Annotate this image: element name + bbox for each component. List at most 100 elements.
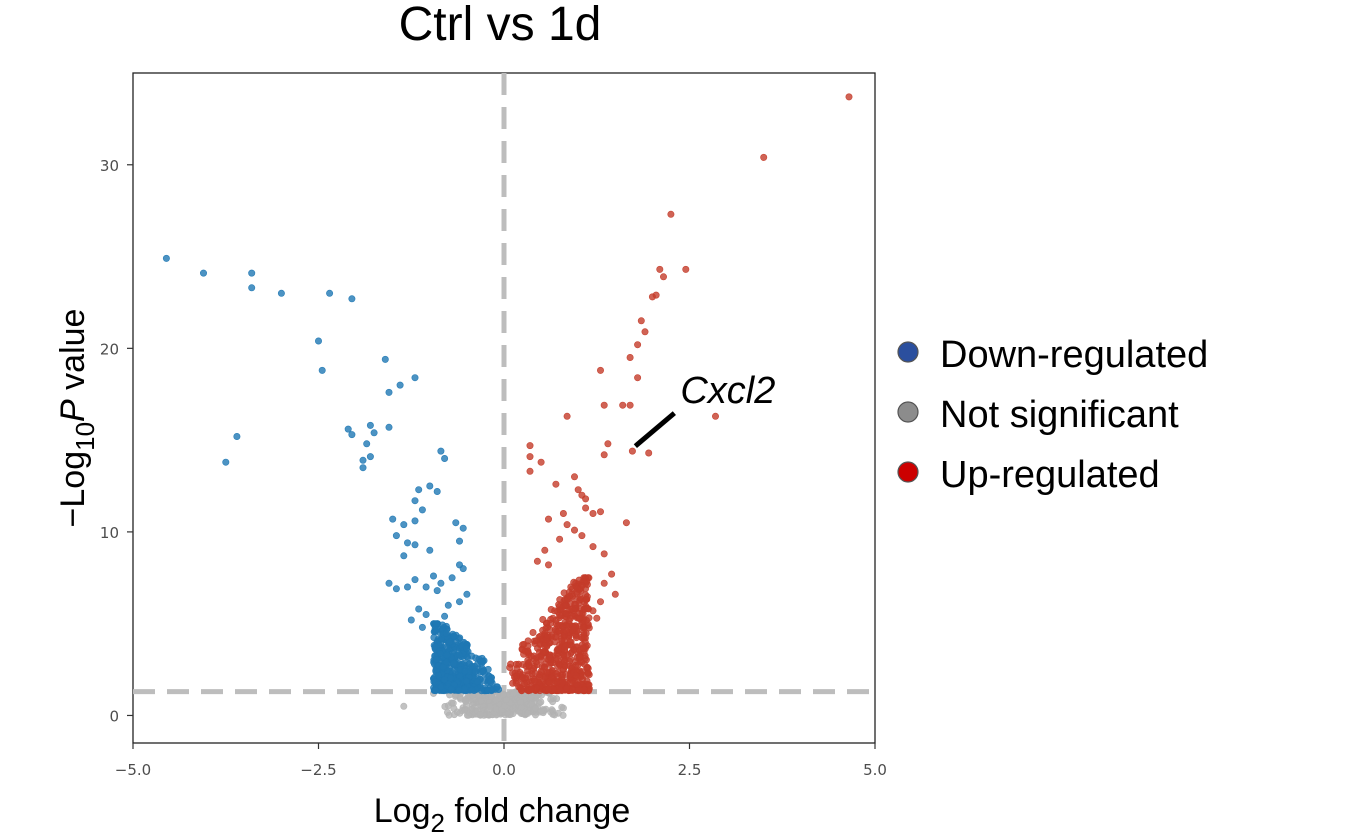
point-up bbox=[648, 293, 656, 301]
point-up bbox=[573, 680, 581, 688]
point-up bbox=[517, 685, 525, 693]
point-down bbox=[392, 532, 400, 540]
point-up bbox=[541, 546, 549, 554]
point-down bbox=[396, 381, 404, 389]
point-ns bbox=[465, 711, 473, 719]
point-down bbox=[487, 678, 495, 686]
point-up bbox=[526, 453, 534, 461]
point-down bbox=[248, 269, 256, 277]
point-down bbox=[472, 654, 480, 662]
point-up bbox=[574, 486, 582, 494]
point-down bbox=[461, 667, 469, 675]
point-down bbox=[348, 431, 356, 439]
point-up bbox=[581, 638, 589, 646]
point-up bbox=[540, 642, 548, 650]
point-up bbox=[583, 663, 591, 671]
point-down bbox=[407, 616, 415, 624]
x-tick-label: 5.0 bbox=[863, 761, 887, 779]
point-up bbox=[711, 412, 719, 420]
point-up bbox=[559, 509, 567, 517]
x-axis-title: Log2 fold change bbox=[374, 792, 630, 835]
point-ns bbox=[517, 703, 525, 711]
point-down bbox=[431, 678, 439, 686]
point-down bbox=[468, 686, 476, 694]
point-up bbox=[634, 341, 642, 349]
point-down bbox=[363, 440, 371, 448]
point-up bbox=[608, 570, 616, 578]
point-down bbox=[432, 620, 440, 628]
point-down bbox=[459, 565, 467, 573]
point-up bbox=[611, 590, 619, 598]
point-ns bbox=[486, 703, 494, 711]
point-ns bbox=[400, 702, 408, 710]
point-up bbox=[634, 374, 642, 382]
point-up bbox=[562, 610, 570, 618]
point-up bbox=[604, 440, 612, 448]
point-up bbox=[561, 643, 569, 651]
point-up bbox=[580, 624, 588, 632]
point-down bbox=[400, 521, 408, 529]
point-down bbox=[455, 537, 463, 545]
point-up bbox=[562, 684, 570, 692]
gene-annotation: Cxcl2 bbox=[633, 370, 775, 449]
point-down bbox=[447, 674, 455, 682]
point-up bbox=[529, 628, 537, 636]
point-up bbox=[544, 561, 552, 569]
point-up bbox=[549, 614, 557, 622]
point-down bbox=[473, 678, 481, 686]
point-ns bbox=[501, 702, 509, 710]
point-up bbox=[507, 660, 515, 668]
point-down bbox=[248, 284, 256, 292]
point-up bbox=[563, 412, 571, 420]
point-down bbox=[445, 638, 453, 646]
point-down bbox=[455, 651, 463, 659]
point-up bbox=[559, 623, 567, 631]
point-down bbox=[318, 366, 326, 374]
legend-marker-up bbox=[897, 461, 919, 483]
point-down bbox=[411, 374, 419, 382]
y-axis-title-post: value bbox=[54, 309, 92, 400]
point-up bbox=[509, 679, 517, 687]
legend-item-ns: Not significant bbox=[897, 394, 1179, 436]
point-down bbox=[463, 590, 471, 598]
point-up bbox=[552, 670, 560, 678]
point-down bbox=[418, 623, 426, 631]
point-up bbox=[556, 535, 564, 543]
point-down bbox=[348, 295, 356, 303]
point-up bbox=[545, 685, 553, 693]
point-down bbox=[233, 432, 241, 440]
point-down bbox=[432, 655, 440, 663]
point-down bbox=[484, 686, 492, 694]
chart-title: Ctrl vs 1d bbox=[399, 0, 602, 51]
point-up bbox=[558, 637, 566, 645]
point-up bbox=[622, 519, 630, 527]
x-axis: −5.0 −2.5 0.0 2.5 5.0 bbox=[115, 743, 887, 779]
point-down bbox=[200, 269, 208, 277]
point-up bbox=[582, 495, 590, 503]
point-down bbox=[415, 605, 423, 613]
annotation-leader-line bbox=[633, 411, 676, 449]
point-up bbox=[524, 671, 532, 679]
point-ns bbox=[477, 697, 485, 705]
point-down bbox=[426, 546, 434, 554]
point-up bbox=[579, 645, 587, 653]
point-up bbox=[526, 467, 534, 475]
point-down bbox=[437, 579, 445, 587]
point-up bbox=[619, 401, 627, 409]
point-down bbox=[442, 658, 450, 666]
plot-area bbox=[132, 72, 876, 744]
point-down bbox=[385, 579, 393, 587]
point-up bbox=[582, 504, 590, 512]
point-down bbox=[162, 254, 170, 262]
point-down bbox=[411, 497, 419, 505]
point-up bbox=[578, 582, 586, 590]
point-down bbox=[441, 454, 449, 462]
point-up bbox=[645, 449, 653, 457]
data-points bbox=[162, 93, 853, 719]
annotation-label-cxcl2: Cxcl2 bbox=[680, 370, 775, 412]
point-down bbox=[442, 629, 450, 637]
point-up bbox=[520, 640, 528, 648]
point-ns bbox=[453, 708, 461, 716]
point-down bbox=[411, 517, 419, 525]
point-up bbox=[559, 678, 567, 686]
